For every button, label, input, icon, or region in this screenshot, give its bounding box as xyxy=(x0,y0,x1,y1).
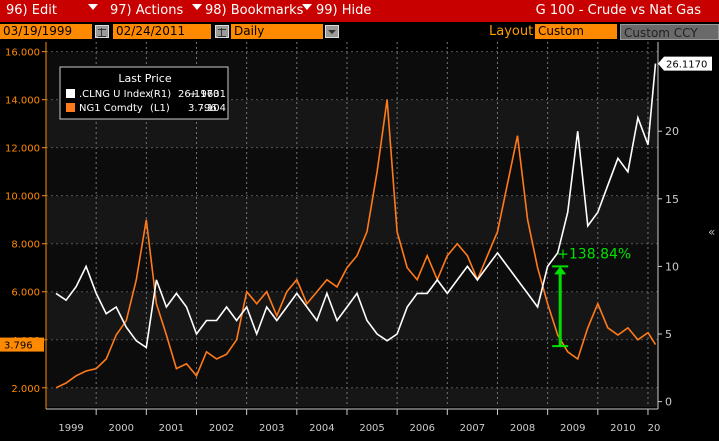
x-axis-tick-label: 2005 xyxy=(359,423,384,434)
collapse-panel-icon[interactable]: « xyxy=(708,225,716,239)
left-axis-tick-label: 2.000 xyxy=(11,384,40,395)
right-axis-tick-label: 5 xyxy=(665,328,672,341)
x-axis-tick-label: 2000 xyxy=(109,423,134,434)
x-axis-tick-label: 2002 xyxy=(209,423,234,434)
legend-label-ratio: .CLNG U Index xyxy=(79,89,151,100)
menu-bar: 96) Edit 97) Actions 98) Bookmarks 99) H… xyxy=(0,0,719,22)
x-axis-tick-label: 20 xyxy=(648,423,661,434)
x-axis-tick-label: 2007 xyxy=(460,423,485,434)
grid-band xyxy=(46,387,658,407)
legend-swatch-gas xyxy=(66,103,75,112)
last-price-label-gas: 3.796 xyxy=(4,341,33,352)
calendar-icon-end[interactable] xyxy=(215,25,229,38)
right-axis-tick-label: 0 xyxy=(665,396,672,409)
grid-band xyxy=(46,339,658,388)
right-axis-tick-label: 10 xyxy=(665,260,679,273)
left-axis-tick-label: 12.000 xyxy=(5,144,40,155)
legend: Last Price .CLNG U Index (R1) 26.1170 +.… xyxy=(59,66,229,120)
layout-label: Layout xyxy=(489,24,534,39)
start-date-field[interactable]: 03/19/1999 xyxy=(0,24,92,39)
window-title: G 100 - Crude vs Nat Gas xyxy=(535,3,701,18)
currency-select[interactable]: Custom CCY xyxy=(620,24,719,40)
layout-select[interactable]: Custom xyxy=(535,24,617,39)
edit-dropdown-icon[interactable] xyxy=(88,4,98,10)
legend-change-gas: -.104 xyxy=(200,103,226,114)
legend-axis-ratio: (R1) xyxy=(150,89,171,100)
end-date-field[interactable]: 02/24/2011 xyxy=(113,24,211,39)
x-axis-tick-label: 2009 xyxy=(560,423,585,434)
legend-change-ratio: +.9631 xyxy=(189,89,226,100)
left-axis-tick-label: 10.000 xyxy=(5,192,40,203)
last-price-marker-ratio xyxy=(658,56,712,71)
change-measure-arrowhead xyxy=(554,266,567,275)
bookmarks-menu[interactable]: 98) Bookmarks xyxy=(205,3,304,18)
x-axis-tick-label: 1999 xyxy=(58,423,83,434)
actions-menu[interactable]: 97) Actions xyxy=(110,3,184,18)
legend-last-ratio: 26.1170 xyxy=(178,89,219,100)
x-axis-tick-label: 2003 xyxy=(259,423,284,434)
x-axis-tick-label: 2006 xyxy=(410,423,435,434)
chevron-down-icon[interactable] xyxy=(325,25,339,38)
periodicity-select[interactable]: Daily xyxy=(231,24,323,39)
legend-last-gas: 3.796 xyxy=(188,103,217,114)
left-axis-tick-label: 16.000 xyxy=(5,48,40,59)
legend-swatch-ratio xyxy=(66,89,75,98)
x-axis-tick-label: 2004 xyxy=(309,423,334,434)
last-price-marker-gas xyxy=(0,337,44,352)
x-axis-tick-label: 2008 xyxy=(510,423,535,434)
grid-band xyxy=(46,147,658,196)
hide-menu[interactable]: 99) Hide xyxy=(316,3,372,18)
bookmarks-dropdown-icon[interactable] xyxy=(302,4,312,10)
legend-title: Last Price xyxy=(118,72,171,85)
right-axis-tick-label: 15 xyxy=(665,193,679,206)
x-axis-tick-label: 2001 xyxy=(159,423,184,434)
end-date-value: 02/24/2011 xyxy=(116,24,186,38)
actions-dropdown-icon[interactable] xyxy=(192,4,202,10)
x-axis-band xyxy=(0,409,719,439)
price-chart[interactable]: 2.0004.0006.0008.00010.00012.00014.00016… xyxy=(0,42,719,441)
right-axis-tick-label: 20 xyxy=(665,125,679,138)
edit-menu[interactable]: 96) Edit xyxy=(6,3,57,18)
series-line-ratio xyxy=(55,63,657,349)
calendar-icon[interactable] xyxy=(95,25,109,38)
left-axis-tick-label: 6.000 xyxy=(11,288,40,299)
legend-label-gas: NG1 Comdty xyxy=(79,103,143,114)
grid-band xyxy=(46,243,658,292)
legend-axis-gas: (L1) xyxy=(150,103,170,114)
last-price-label-ratio: 26.1170 xyxy=(666,60,707,71)
legend-box xyxy=(59,66,229,120)
left-axis-tick-label: 8.000 xyxy=(11,240,40,251)
change-measure-label: +138.84% xyxy=(557,246,631,262)
x-axis-tick-label: 2010 xyxy=(610,423,635,434)
series-line-gas xyxy=(55,99,657,389)
left-axis-tick-label: 14.000 xyxy=(5,96,40,107)
